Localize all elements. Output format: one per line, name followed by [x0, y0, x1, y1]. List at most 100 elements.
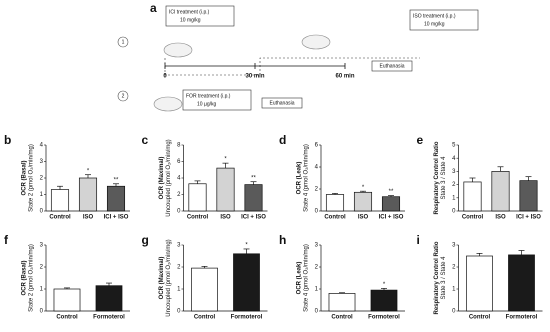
bar — [244, 184, 263, 212]
bar — [95, 285, 123, 312]
y-axis-title: OCR (Maximal) — [159, 157, 165, 200]
y-tick-label: 0 — [177, 309, 181, 315]
y-tick-label: 1 — [452, 195, 456, 201]
y-tick-label: 1 — [40, 192, 44, 198]
panel-letter: i — [417, 233, 420, 247]
y-axis-title: OCR (Leak) — [297, 162, 303, 195]
significance: * — [224, 157, 227, 163]
y-tick-label: 0 — [177, 209, 181, 215]
mouse — [163, 42, 193, 58]
y-tick-label: 4 — [40, 143, 44, 149]
box — [409, 9, 479, 31]
bar — [106, 185, 126, 212]
y-tick-label: 6 — [315, 143, 319, 149]
bar — [233, 253, 260, 312]
label: Euthanasia — [269, 100, 294, 106]
panel-letter: g — [142, 233, 149, 247]
time-label: 60 min — [335, 74, 354, 80]
label: 10 µg/kg — [197, 101, 217, 107]
bar — [325, 194, 345, 212]
bar — [353, 191, 373, 212]
x-tick-label: ISO — [83, 215, 94, 221]
bar — [466, 255, 493, 312]
y-tick-label: 0 — [40, 209, 44, 215]
label: 2 — [122, 93, 125, 99]
x-tick-label: ISO — [495, 215, 506, 221]
y-axis-title: Respiratory Control Ratio — [434, 241, 440, 314]
bar — [463, 181, 482, 212]
label: ICI treatment (i.p.) — [169, 9, 210, 15]
y-tick-label: 4 — [315, 165, 319, 171]
x-tick-label: Control — [56, 315, 78, 321]
panel-letter: d — [279, 133, 286, 147]
y-tick-label: 2 — [177, 265, 181, 271]
significance: ** — [389, 189, 394, 195]
label: 10 mg/kg — [424, 21, 445, 27]
panel-letter: a — [150, 1, 157, 15]
x-tick-label: Control — [469, 315, 491, 321]
panel-letter: h — [279, 233, 286, 247]
y-tick-label: 2 — [315, 265, 319, 271]
y-tick-label: 2 — [452, 265, 456, 271]
time-label: 30 min — [245, 74, 264, 80]
y-tick-label: 8 — [177, 143, 181, 149]
y-axis-subtitle: State 2 (pmol O₂/min/mg) — [29, 144, 35, 212]
y-tick-label: 2 — [40, 176, 44, 182]
y-tick-label: 3 — [452, 243, 456, 249]
bar — [328, 293, 356, 312]
box — [165, 5, 235, 27]
label: 1 — [122, 39, 125, 45]
mouse — [301, 34, 331, 50]
y-tick-label: 4 — [452, 156, 456, 162]
y-axis-title: OCR (Basal) — [22, 160, 28, 195]
bar — [53, 288, 81, 312]
bar — [78, 177, 98, 212]
box — [182, 89, 252, 111]
y-tick-label: 2 — [177, 192, 181, 198]
significance: * — [383, 282, 386, 288]
y-tick-label: 3 — [177, 243, 181, 249]
panel-letter: f — [4, 233, 9, 247]
x-tick-label: Control — [187, 215, 209, 221]
y-tick-label: 0 — [452, 209, 456, 215]
y-tick-label: 1 — [315, 287, 319, 293]
y-axis-subtitle: State 3 / State 4 — [441, 156, 447, 200]
bar — [216, 167, 235, 212]
y-tick-label: 0 — [452, 309, 456, 315]
y-tick-label: 3 — [40, 159, 44, 165]
marker — [117, 36, 129, 48]
x-tick-label: Formoterol — [368, 315, 400, 321]
significance: ** — [114, 177, 119, 183]
y-tick-label: 3 — [452, 169, 456, 175]
label: Euthanasia — [379, 63, 404, 69]
x-tick-label: Formoterol — [231, 315, 263, 321]
y-axis-title: OCR (Basal) — [22, 260, 28, 295]
y-axis-subtitle: State 3 / State 4 — [441, 256, 447, 300]
x-tick-label: ISO — [220, 215, 231, 221]
bar — [191, 267, 218, 312]
bar — [381, 196, 401, 212]
protocol-diagram: a ICI treatment (i.p.) 10 mg/kg ISO trea… — [117, 1, 479, 112]
x-tick-label: Control — [194, 315, 216, 321]
x-tick-label: ISO — [358, 215, 369, 221]
y-tick-label: 3 — [40, 243, 44, 249]
y-axis-subtitle: Uncoupled (pmol O₂/min/mg) — [166, 139, 172, 216]
x-tick-label: ICI + ISO — [516, 215, 541, 221]
dashed-path — [164, 57, 420, 76]
significance: * — [362, 185, 365, 191]
y-tick-label: 1 — [40, 287, 44, 293]
y-tick-label: 2 — [452, 182, 456, 188]
marker — [117, 90, 129, 102]
y-tick-label: 0 — [315, 209, 319, 215]
time-label: 0 — [163, 74, 167, 80]
y-axis-subtitle: State 4 (pmol O₂/min/mg) — [304, 144, 310, 212]
y-tick-label: 0 — [315, 309, 319, 315]
label: FOR treatment (i.p.) — [186, 93, 231, 99]
y-axis-subtitle: State 4 (pmol O₂/min/mg) — [304, 244, 310, 312]
y-tick-label: 6 — [177, 159, 181, 165]
panel-letter: e — [417, 133, 424, 147]
bar — [519, 180, 538, 212]
label: 10 mg/kg — [180, 17, 201, 23]
y-tick-label: 0 — [40, 309, 44, 315]
